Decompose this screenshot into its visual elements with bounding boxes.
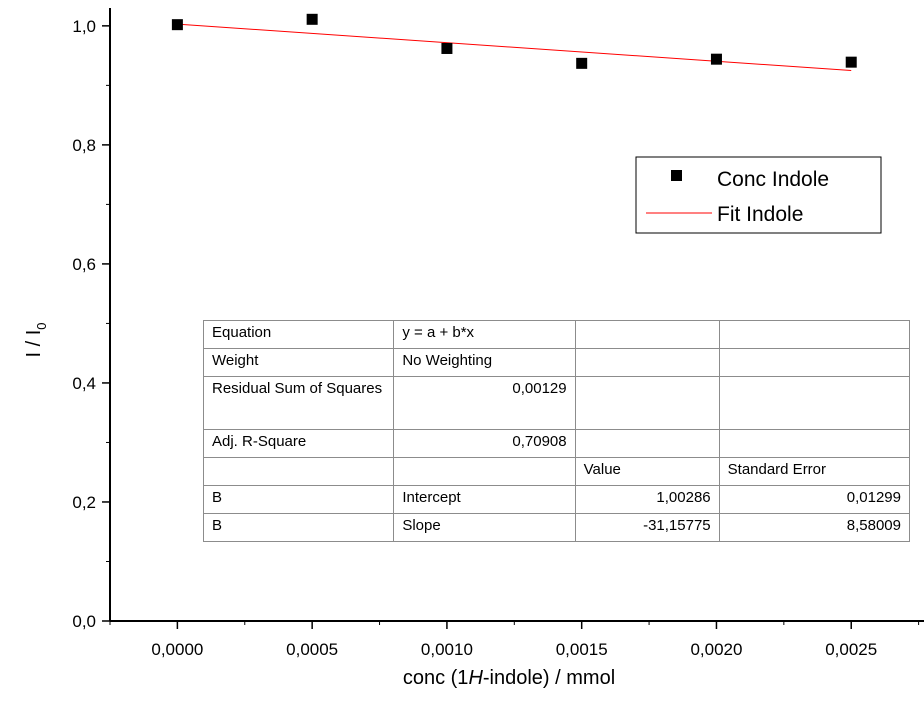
y-tick-label: 0,4 [72,374,96,393]
table-cell [718,320,911,349]
legend-label-fit-indole: Fit Indole [717,203,803,226]
y-tick-label: 0,0 [72,612,96,631]
legend-marker-conc-indole [671,170,682,181]
table-cell [574,348,720,377]
table-cell: B [202,485,395,514]
axes [109,8,924,622]
table-cell [574,376,720,430]
y-tick-label: 0,6 [72,255,96,274]
data-point [710,53,722,65]
table-row: Weight No Weighting [202,348,911,377]
table-cell: Slope [393,513,576,542]
table-cell: Value [574,457,720,486]
data-point [845,56,857,68]
x-tick-label: 0,0025 [825,640,877,659]
table-cell: No Weighting [393,348,576,377]
table-cell: -31,15775 [574,513,720,542]
legend-box [635,156,882,234]
table-cell: 8,58009 [718,513,911,542]
legend-label-conc-indole: Conc Indole [717,168,829,191]
table-cell: 1,00286 [574,485,720,514]
y-tick-label: 0,8 [72,136,96,155]
fit-parameters-table: Equation y = a + b*x Weight No Weighting… [202,320,911,542]
x-tick-label: 0,0010 [421,640,473,659]
ticks: 0,0 0,2 0,4 0,6 0,8 1,0 0,0000 0,0005 0,0010 0,00… [72,17,920,659]
fit-line [177,23,852,72]
data-point [171,19,183,31]
table-cell [718,376,911,430]
x-tick-label: 0,0005 [286,640,338,659]
y-tick-label: 1,0 [72,17,96,36]
data-point [306,13,318,25]
table-cell: Adj. R-Square [202,429,395,458]
table-row: B Intercept 1,00286 0,01299 [202,485,911,514]
fit-line-group [177,23,852,72]
table-cell: 0,00129 [393,376,576,430]
table-row: Residual Sum of Squares 0,00129 [202,376,911,430]
table-cell: Equation [202,320,395,349]
table-cell: Intercept [393,485,576,514]
legend: Conc Indole Fit Indole [635,156,882,234]
table-cell [202,457,395,486]
y-tick-label: 0,2 [72,493,96,512]
x-axis-title: conc (1H-indole) / mmol [403,667,615,689]
table-cell: 0,01299 [718,485,911,514]
table-row: B Slope -31,15775 8,58009 [202,513,911,542]
data-point [441,42,453,54]
table-cell: Standard Error [718,457,911,486]
table-row: Equation y = a + b*x [202,320,911,349]
table-cell: B [202,513,395,542]
table-cell: Weight [202,348,395,377]
table-cell [718,348,911,377]
table-cell [574,429,720,458]
table-cell: Residual Sum of Squares [202,376,395,430]
table-row: Adj. R-Square 0,70908 [202,429,911,458]
table-cell: 0,70908 [393,429,576,458]
x-tick-label: 0,0020 [690,640,742,659]
x-tick-label: 0,0000 [151,640,203,659]
table-cell [574,320,720,349]
table-cell [393,457,576,486]
table-cell [718,429,911,458]
data-point [576,57,588,69]
y-axis-title: I / I0 [23,322,49,357]
table-row: Value Standard Error [202,457,911,486]
x-tick-label: 0,0015 [556,640,608,659]
data-points [171,13,857,69]
table-cell: y = a + b*x [393,320,576,349]
